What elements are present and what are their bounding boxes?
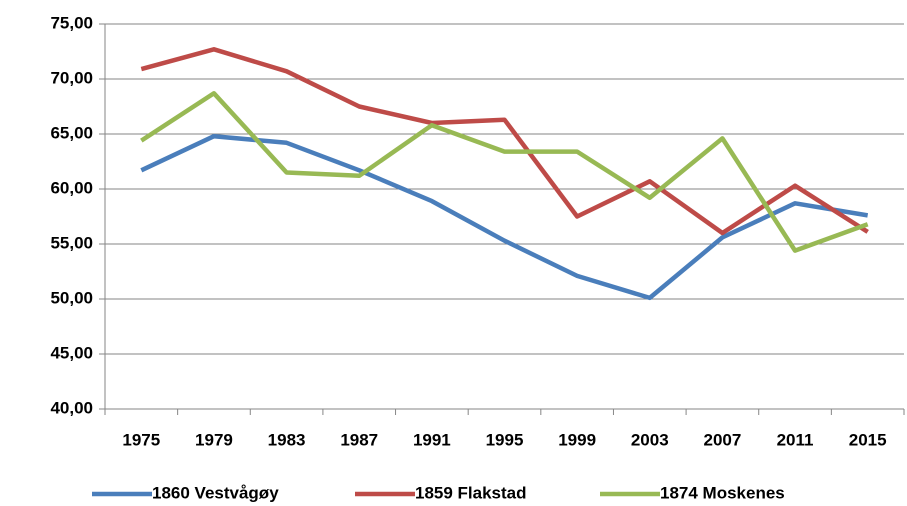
x-tick-label: 2003 bbox=[631, 430, 669, 449]
x-tick-label: 1979 bbox=[195, 430, 233, 449]
x-tick-label: 1987 bbox=[340, 430, 378, 449]
y-tick-label: 75,00 bbox=[50, 13, 93, 32]
series-line bbox=[140, 91, 869, 253]
y-tick-label: 60,00 bbox=[50, 178, 93, 197]
y-tick-label: 55,00 bbox=[50, 233, 93, 252]
x-tick-label: 1995 bbox=[486, 430, 524, 449]
legend-label: 1874 Moskenes bbox=[660, 483, 785, 502]
x-tick-label: 1991 bbox=[413, 430, 451, 449]
legend-label: 1859 Flakstad bbox=[415, 483, 527, 502]
series-line bbox=[140, 47, 869, 236]
y-tick-label: 65,00 bbox=[50, 123, 93, 142]
series-line bbox=[140, 133, 869, 301]
x-tick-label: 1975 bbox=[122, 430, 160, 449]
x-tick-label: 2015 bbox=[849, 430, 887, 449]
x-tick-label: 1999 bbox=[558, 430, 596, 449]
x-tick-label: 2007 bbox=[703, 430, 741, 449]
y-tick-label: 45,00 bbox=[50, 343, 93, 362]
x-tick-label: 1983 bbox=[268, 430, 306, 449]
y-tick-label: 70,00 bbox=[50, 68, 93, 87]
x-tick-label: 2011 bbox=[777, 430, 814, 449]
legend-label: 1860 Vestvågøy bbox=[152, 483, 279, 502]
y-tick-label: 40,00 bbox=[50, 398, 93, 417]
y-tick-label: 50,00 bbox=[50, 288, 93, 307]
